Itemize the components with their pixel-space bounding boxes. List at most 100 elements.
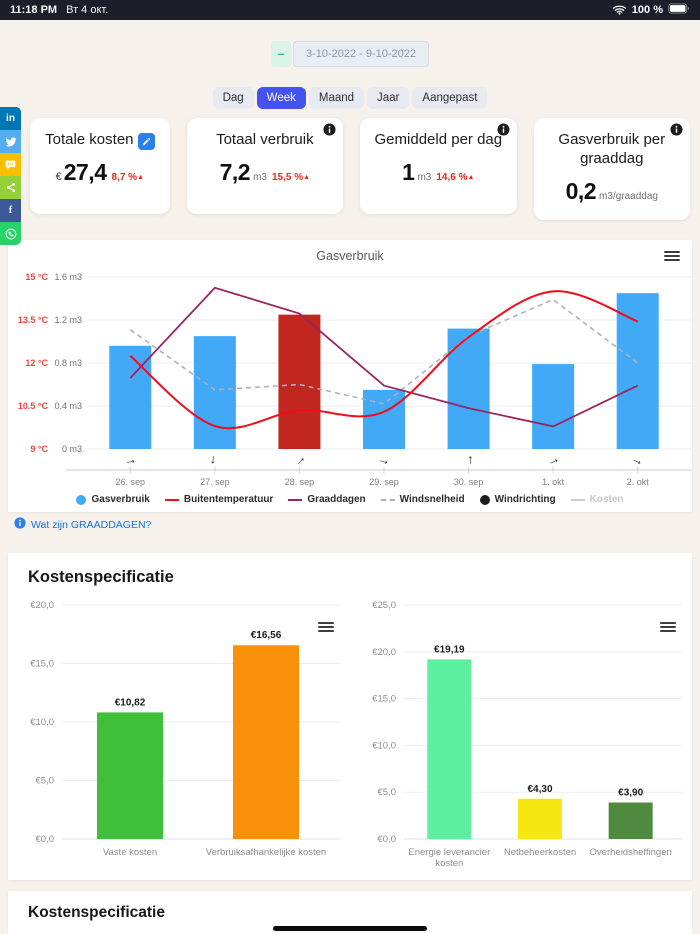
- legend-item-graaddagen[interactable]: Graaddagen: [288, 494, 366, 505]
- tab-aangepast[interactable]: Aangepast: [412, 87, 488, 109]
- svg-text:9 °C: 9 °C: [30, 444, 48, 454]
- svg-text:28. sep: 28. sep: [285, 477, 315, 487]
- legend-label: Graaddagen: [307, 494, 366, 505]
- svg-text:15 °C: 15 °C: [25, 272, 48, 282]
- edit-icon[interactable]: [137, 133, 155, 150]
- stat-card-value: €27,4 8,7 %▲: [55, 159, 144, 185]
- stat-card-title: Totale kosten: [38, 131, 162, 150]
- date-range-input[interactable]: 3-10-2022 - 9-10-2022: [293, 41, 429, 67]
- chart-menu-button[interactable]: [658, 619, 678, 635]
- info-icon[interactable]: [323, 123, 336, 136]
- svg-text:€15,0: €15,0: [30, 659, 54, 670]
- stat-card-title: Totaal verbruik: [216, 131, 314, 148]
- svg-text:13.5 °C: 13.5 °C: [18, 315, 49, 325]
- kosten-chart-panel-right: €0,0 €5,0 €10,0 €15,0 €20,0 €25,0 €19,19 Energi…: [350, 589, 692, 871]
- kosten-chart-left: €0,0 €5,0 €10,0 €15,0 €20,0 €10,82 Vaste koste…: [30, 600, 340, 858]
- share-sms-button[interactable]: [0, 153, 21, 176]
- legend-item-windrichting[interactable]: Windrichting: [479, 494, 556, 505]
- battery-percent: 100 %: [631, 4, 663, 16]
- tab-maand[interactable]: Maand: [308, 87, 365, 109]
- svg-text:€5,0: €5,0: [36, 776, 55, 787]
- svg-text:0 m3: 0 m3: [62, 444, 82, 454]
- legend-swatch: [570, 498, 585, 501]
- battery-icon: [668, 3, 690, 17]
- legend-item-windsnelheid[interactable]: Windsnelheid: [380, 494, 465, 505]
- svg-text:€4,30: €4,30: [527, 784, 552, 795]
- svg-text:29. sep: 29. sep: [369, 477, 399, 487]
- legend-swatch: [288, 498, 303, 501]
- status-bar: 11:18 PM Вт 4 окт. 100 %: [0, 0, 700, 20]
- svg-text:30. sep: 30. sep: [454, 477, 484, 487]
- svg-text:1.2 m3: 1.2 m3: [54, 315, 82, 325]
- svg-text:€16,56: €16,56: [251, 630, 282, 641]
- svg-text:26. sep: 26. sep: [116, 477, 146, 487]
- stat-card-value: 7,2 m3 15,5 %▲: [219, 158, 311, 185]
- kosten-chart-panel-left: €0,0 €5,0 €10,0 €15,0 €20,0 €10,82 Vaste koste…: [8, 589, 350, 871]
- svg-text:Overheidsheffingen: Overheidsheffingen: [590, 847, 672, 858]
- tab-dag[interactable]: Dag: [212, 87, 254, 109]
- legend-item-kosten[interactable]: Kosten: [570, 494, 624, 505]
- svg-text:2. okt: 2. okt: [627, 477, 650, 487]
- status-date: Вт 4 окт.: [66, 4, 109, 16]
- svg-text:€3,90: €3,90: [618, 787, 643, 798]
- legend-label: Windsnelheid: [399, 494, 465, 505]
- svg-text:→: →: [376, 451, 392, 469]
- stat-card-title: Gemiddeld per dag: [374, 131, 503, 148]
- svg-text:€0,0: €0,0: [36, 834, 55, 845]
- share-facebook-button[interactable]: f: [0, 199, 21, 222]
- legend-item-buitentemperatuur[interactable]: Buitentemperatuur: [164, 494, 274, 505]
- svg-text:€10,82: €10,82: [115, 697, 146, 708]
- share-linkedin-button[interactable]: in: [0, 107, 21, 130]
- graaddagen-info-row: Wat zijn GRAADDAGEN?: [14, 516, 151, 534]
- chart-title: Gasverbruik: [316, 249, 384, 263]
- tab-jaar[interactable]: Jaar: [367, 87, 410, 109]
- date-range-collapse-button[interactable]: –: [271, 41, 291, 67]
- share-whatsapp-button[interactable]: [0, 222, 21, 245]
- svg-text:12 °C: 12 °C: [25, 358, 48, 368]
- kosten-panels: €0,0 €5,0 €10,0 €15,0 €20,0 €10,82 Vaste koste…: [8, 589, 692, 871]
- graaddagen-link[interactable]: Wat zijn GRAADDAGEN?: [31, 519, 152, 531]
- legend-label: Windrichting: [494, 494, 556, 505]
- info-icon[interactable]: [497, 123, 510, 136]
- legend-label: Buitentemperatuur: [183, 494, 274, 505]
- svg-text:27. sep: 27. sep: [200, 477, 230, 487]
- gasverbruik-chart: 15 °C 1.6 m3 13.5 °C 1.2 m3 12 °C 0.8 m3 10.5 …: [18, 272, 692, 487]
- share-sharethis-button[interactable]: [0, 176, 21, 199]
- stat-card-1: Totaal verbruik 7,2 m3 15,5 %▲: [186, 118, 344, 214]
- period-tabs: Dag Week Maand Jaar Aangepast: [0, 87, 700, 109]
- stat-card-value: 1 m3 14,6 %▲: [402, 158, 475, 185]
- svg-text:1. okt: 1. okt: [542, 477, 565, 487]
- tab-week[interactable]: Week: [256, 87, 306, 109]
- legend-swatch: [380, 498, 395, 501]
- chart-menu-button[interactable]: [662, 248, 682, 264]
- legend-swatch: [76, 494, 87, 505]
- svg-text:€10,0: €10,0: [30, 717, 54, 728]
- svg-text:0.8 m3: 0.8 m3: [54, 358, 82, 368]
- svg-text:kosten: kosten: [435, 858, 463, 869]
- svg-text:→: →: [122, 451, 138, 468]
- kosten-section-heading-2: Kostenspecificatie: [28, 904, 165, 921]
- chart-menu-button[interactable]: [316, 619, 336, 635]
- stat-card-3: Gasverbruik per graaddag 0,2 m3/graaddag: [533, 118, 691, 220]
- date-range-row: – 3-10-2022 - 9-10-2022: [0, 41, 700, 67]
- svg-text:€15,0: €15,0: [372, 694, 396, 705]
- svg-text:€19,19: €19,19: [434, 644, 465, 655]
- legend-item-gasverbruik[interactable]: Gasverbruik: [76, 494, 150, 505]
- svg-text:€20,0: €20,0: [30, 600, 54, 611]
- gasverbruik-chart-card: 15 °C 1.6 m3 13.5 °C 1.2 m3 12 °C 0.8 m3 10.5 …: [8, 240, 692, 512]
- svg-text:→: →: [207, 453, 223, 467]
- info-icon: [14, 516, 26, 534]
- stat-cards-row: Totale kosten €27,4 8,7 %▲ Totaal verbruik 7…: [30, 118, 691, 220]
- legend-label: Kosten: [589, 494, 624, 505]
- home-indicator[interactable]: [273, 926, 427, 931]
- share-twitter-button[interactable]: [0, 130, 21, 153]
- stat-card-title: Gasverbruik per graaddag: [558, 131, 666, 167]
- svg-text:0.4 m3: 0.4 m3: [54, 401, 82, 411]
- svg-text:→: →: [544, 450, 562, 469]
- svg-text:€0,0: €0,0: [378, 834, 397, 845]
- stat-card-2: Gemiddeld per dag 1 m3 14,6 %▲: [360, 118, 517, 214]
- info-icon[interactable]: [670, 123, 683, 136]
- svg-text:Energie leverancier: Energie leverancier: [408, 847, 490, 858]
- svg-text:→: →: [629, 450, 647, 469]
